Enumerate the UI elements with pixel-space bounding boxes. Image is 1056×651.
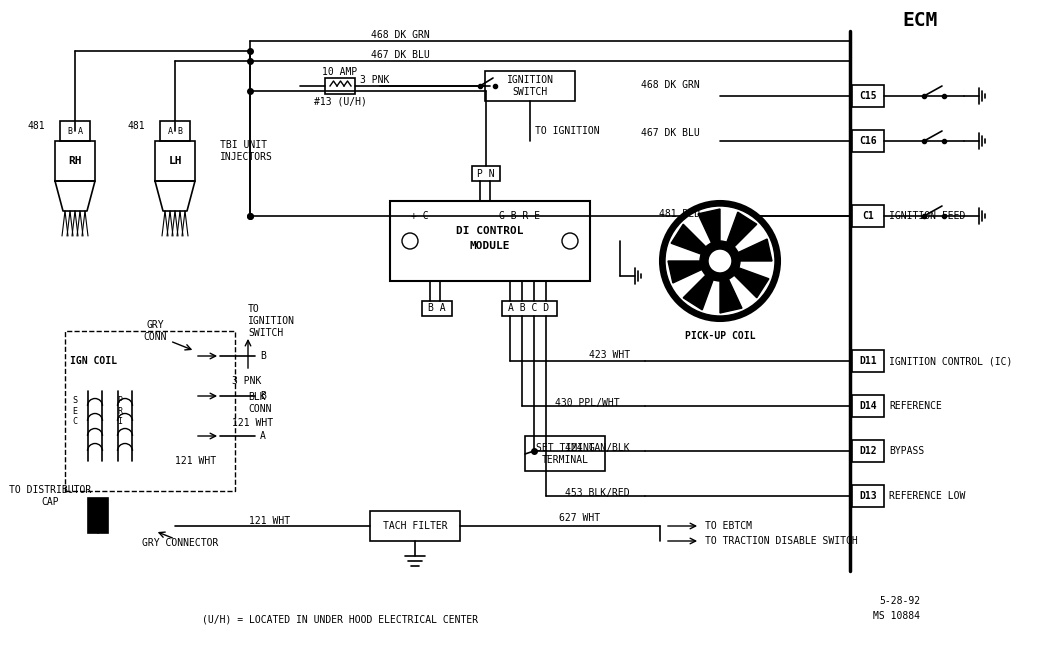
Polygon shape: [668, 261, 702, 283]
Bar: [502, 301, 557, 316]
Bar: [472, 166, 499, 181]
Text: 10 AMP: 10 AMP: [322, 67, 358, 77]
Text: P N: P N: [477, 169, 495, 179]
Bar: [852, 205, 884, 227]
Polygon shape: [698, 209, 720, 243]
Text: 467 DK BLU: 467 DK BLU: [371, 50, 430, 60]
Text: 423 WHT: 423 WHT: [589, 350, 630, 360]
Text: D12: D12: [860, 446, 876, 456]
Text: TACH FILTER: TACH FILTER: [382, 521, 448, 531]
Polygon shape: [734, 268, 769, 298]
Text: B A: B A: [428, 303, 446, 313]
Text: TBI UNIT
INJECTORS: TBI UNIT INJECTORS: [220, 140, 272, 162]
Text: DI CONTROL: DI CONTROL: [456, 226, 524, 236]
Bar: [852, 440, 884, 462]
Text: BLK
CONN: BLK CONN: [248, 392, 271, 414]
Text: (U/H) = LOCATED IN UNDER HOOD ELECTRICAL CENTER: (U/H) = LOCATED IN UNDER HOOD ELECTRICAL…: [202, 614, 478, 624]
Text: + C: + C: [411, 211, 429, 221]
Text: 121 WHT: 121 WHT: [175, 456, 216, 466]
Text: A B: A B: [168, 126, 183, 135]
Bar: [485, 71, 576, 101]
Text: BYPASS: BYPASS: [889, 446, 924, 456]
Text: GRY
CONN: GRY CONN: [144, 320, 167, 342]
Text: 627 WHT: 627 WHT: [560, 513, 601, 523]
Text: TO DISTRIBUTOR
CAP: TO DISTRIBUTOR CAP: [8, 485, 91, 506]
Text: MODULE: MODULE: [470, 241, 510, 251]
Text: GRY CONNECTOR: GRY CONNECTOR: [142, 538, 219, 548]
Text: 424 TAN/BLK: 424 TAN/BLK: [565, 443, 630, 453]
Text: 467 DK BLU: 467 DK BLU: [641, 128, 700, 138]
Text: 481 RED: 481 RED: [659, 209, 700, 219]
Text: A B C D: A B C D: [508, 303, 549, 313]
Text: B: B: [260, 351, 266, 361]
Polygon shape: [683, 275, 713, 310]
Text: TO EBTCM: TO EBTCM: [705, 521, 752, 531]
Polygon shape: [738, 239, 772, 261]
Text: D13: D13: [860, 491, 876, 501]
Text: SET TIMING
TERMINAL: SET TIMING TERMINAL: [535, 443, 595, 465]
Text: S
E
C: S E C: [73, 396, 77, 426]
Bar: [852, 485, 884, 507]
Bar: [370, 511, 460, 541]
Text: 430 PPL/WHT: 430 PPL/WHT: [555, 398, 620, 408]
Text: A: A: [260, 431, 266, 441]
Bar: [65, 331, 235, 491]
Bar: [422, 301, 452, 316]
Text: 481: 481: [27, 121, 45, 131]
Polygon shape: [727, 212, 757, 247]
Bar: [60, 121, 90, 141]
Bar: [852, 395, 884, 417]
Text: LH: LH: [168, 156, 182, 166]
Text: IGNITION FEED: IGNITION FEED: [889, 211, 965, 221]
Text: ECM: ECM: [903, 12, 938, 31]
Text: MS 10884: MS 10884: [873, 611, 920, 621]
Text: #13 (U/H): #13 (U/H): [314, 97, 366, 107]
Text: 121 WHT: 121 WHT: [249, 516, 290, 526]
Bar: [525, 436, 605, 471]
Circle shape: [700, 241, 740, 281]
Text: PICK-UP COIL: PICK-UP COIL: [684, 331, 755, 341]
Bar: [390, 201, 590, 281]
Text: 468 DK GRN: 468 DK GRN: [371, 30, 430, 40]
Circle shape: [708, 249, 732, 273]
Text: D14: D14: [860, 401, 876, 411]
Text: P
R
I: P R I: [117, 396, 122, 426]
Text: TO IGNITION: TO IGNITION: [535, 126, 600, 136]
Bar: [852, 85, 884, 107]
Text: 121 WHT: 121 WHT: [232, 418, 274, 428]
Text: 3 PNK: 3 PNK: [360, 75, 390, 85]
Text: REFERENCE: REFERENCE: [889, 401, 942, 411]
Bar: [155, 141, 195, 181]
Bar: [55, 141, 95, 181]
Bar: [161, 121, 190, 141]
Text: B: B: [260, 391, 266, 401]
Bar: [852, 130, 884, 152]
Text: IGNITION
SWITCH: IGNITION SWITCH: [507, 76, 553, 97]
Text: TO TRACTION DISABLE SWITCH: TO TRACTION DISABLE SWITCH: [705, 536, 857, 546]
Text: C16: C16: [860, 136, 876, 146]
Text: IGNITION CONTROL (IC): IGNITION CONTROL (IC): [889, 356, 1013, 366]
Polygon shape: [720, 279, 742, 313]
Text: D11: D11: [860, 356, 876, 366]
Circle shape: [660, 201, 780, 321]
Text: 481: 481: [128, 121, 145, 131]
Text: 453 BLK/RED: 453 BLK/RED: [565, 488, 630, 498]
Text: TO
IGNITION
SWITCH: TO IGNITION SWITCH: [248, 305, 295, 338]
Bar: [325, 78, 355, 94]
Circle shape: [665, 206, 775, 316]
Text: 468 DK GRN: 468 DK GRN: [641, 80, 700, 90]
Text: 5-28-92: 5-28-92: [879, 596, 920, 606]
Text: IGN COIL: IGN COIL: [70, 356, 117, 366]
Text: C15: C15: [860, 91, 876, 101]
Text: C1: C1: [862, 211, 874, 221]
Text: RH: RH: [69, 156, 81, 166]
Text: 3 PNK: 3 PNK: [232, 376, 262, 386]
Text: G B R E: G B R E: [499, 211, 541, 221]
Bar: [88, 498, 108, 533]
Text: B A: B A: [68, 126, 82, 135]
Polygon shape: [672, 224, 705, 254]
Bar: [852, 350, 884, 372]
Text: REFERENCE LOW: REFERENCE LOW: [889, 491, 965, 501]
